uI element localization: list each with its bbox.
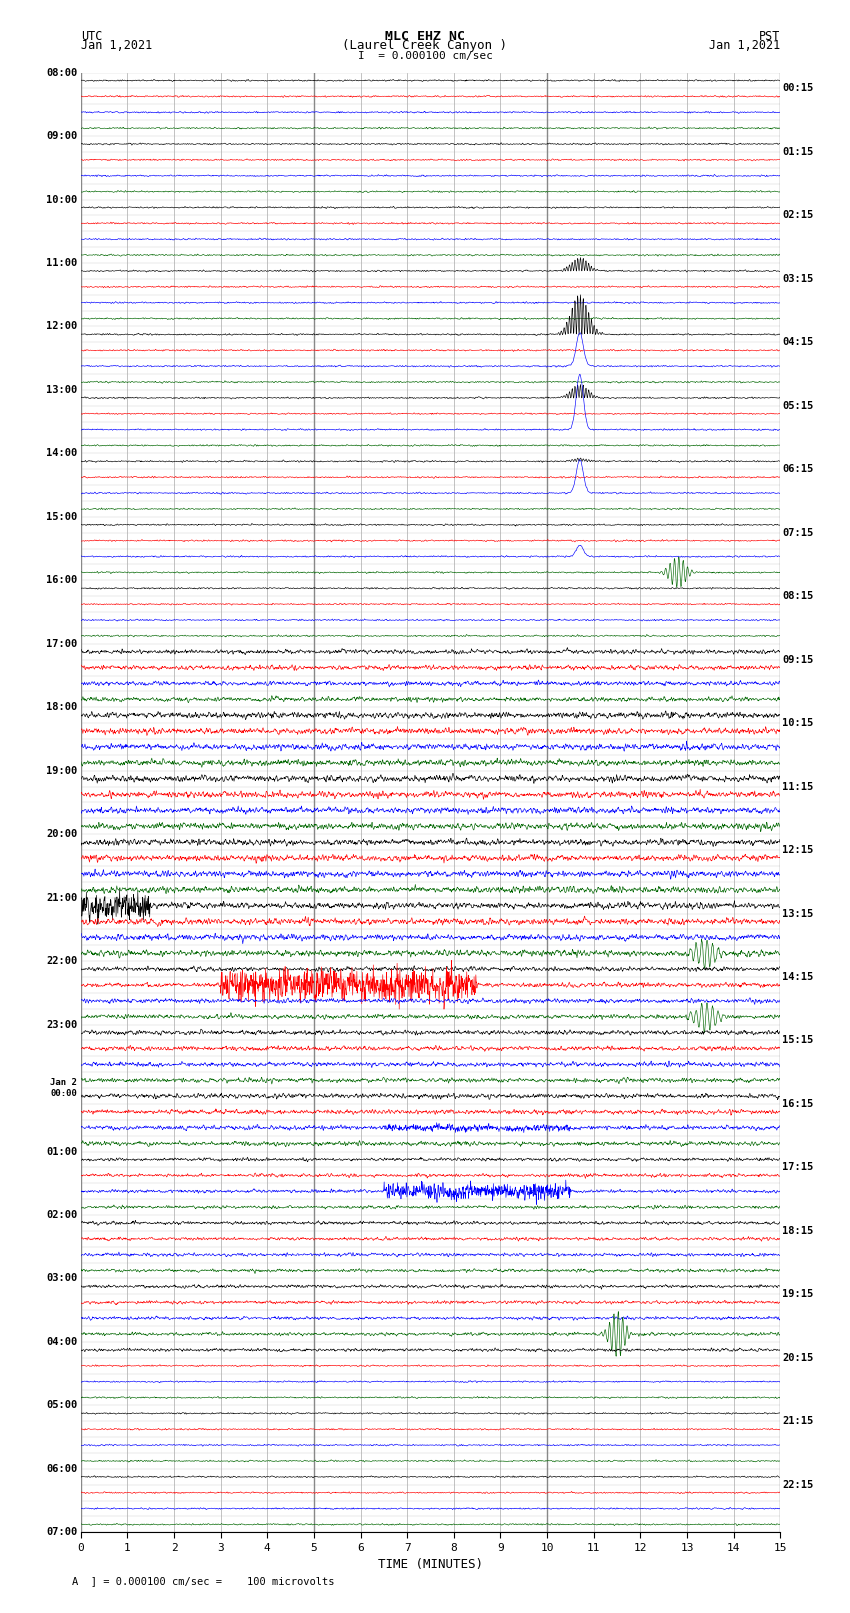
Text: 11:15: 11:15 [782, 782, 813, 792]
Text: 16:15: 16:15 [782, 1098, 813, 1110]
Text: 21:15: 21:15 [782, 1416, 813, 1426]
Text: UTC: UTC [81, 29, 102, 44]
Text: 19:00: 19:00 [46, 766, 77, 776]
Text: 12:00: 12:00 [46, 321, 77, 331]
Text: 07:00: 07:00 [46, 1528, 77, 1537]
Text: 21:00: 21:00 [46, 892, 77, 903]
Text: 02:15: 02:15 [782, 210, 813, 221]
Text: 13:00: 13:00 [46, 386, 77, 395]
Text: 04:15: 04:15 [782, 337, 813, 347]
Text: Jan 1,2021: Jan 1,2021 [81, 39, 152, 53]
Text: 17:15: 17:15 [782, 1163, 813, 1173]
Text: 06:15: 06:15 [782, 465, 813, 474]
Text: Jan 2
00:00: Jan 2 00:00 [50, 1079, 77, 1098]
Text: 20:15: 20:15 [782, 1353, 813, 1363]
Text: 15:15: 15:15 [782, 1036, 813, 1045]
Text: 20:00: 20:00 [46, 829, 77, 839]
Text: 09:00: 09:00 [46, 131, 77, 140]
X-axis label: TIME (MINUTES): TIME (MINUTES) [378, 1558, 483, 1571]
Text: 11:00: 11:00 [46, 258, 77, 268]
Text: 17:00: 17:00 [46, 639, 77, 648]
Text: 02:00: 02:00 [46, 1210, 77, 1219]
Text: 16:00: 16:00 [46, 576, 77, 586]
Text: 07:15: 07:15 [782, 527, 813, 537]
Text: 03:15: 03:15 [782, 274, 813, 284]
Text: PST: PST [759, 29, 780, 44]
Text: 22:00: 22:00 [46, 957, 77, 966]
Text: 15:00: 15:00 [46, 511, 77, 523]
Text: 12:15: 12:15 [782, 845, 813, 855]
Text: 06:00: 06:00 [46, 1465, 77, 1474]
Text: 05:00: 05:00 [46, 1400, 77, 1410]
Text: 08:15: 08:15 [782, 592, 813, 602]
Text: (Laurel Creek Canyon ): (Laurel Creek Canyon ) [343, 39, 507, 53]
Text: 23:00: 23:00 [46, 1019, 77, 1029]
Text: A  ] = 0.000100 cm/sec =    100 microvolts: A ] = 0.000100 cm/sec = 100 microvolts [72, 1576, 335, 1586]
Text: 10:15: 10:15 [782, 718, 813, 727]
Text: 14:15: 14:15 [782, 973, 813, 982]
Text: 19:15: 19:15 [782, 1289, 813, 1300]
Text: 00:15: 00:15 [782, 84, 813, 94]
Text: 03:00: 03:00 [46, 1274, 77, 1284]
Text: 22:15: 22:15 [782, 1479, 813, 1490]
Text: Jan 1,2021: Jan 1,2021 [709, 39, 780, 53]
Text: 05:15: 05:15 [782, 400, 813, 411]
Text: 13:15: 13:15 [782, 908, 813, 918]
Text: 18:00: 18:00 [46, 702, 77, 713]
Text: 01:15: 01:15 [782, 147, 813, 156]
Text: 10:00: 10:00 [46, 195, 77, 205]
Text: 01:00: 01:00 [46, 1147, 77, 1157]
Text: 04:00: 04:00 [46, 1337, 77, 1347]
Text: I  = 0.000100 cm/sec: I = 0.000100 cm/sec [358, 50, 492, 61]
Text: 09:15: 09:15 [782, 655, 813, 665]
Text: 08:00: 08:00 [46, 68, 77, 77]
Text: MLC EHZ NC: MLC EHZ NC [385, 29, 465, 44]
Text: 18:15: 18:15 [782, 1226, 813, 1236]
Text: 14:00: 14:00 [46, 448, 77, 458]
